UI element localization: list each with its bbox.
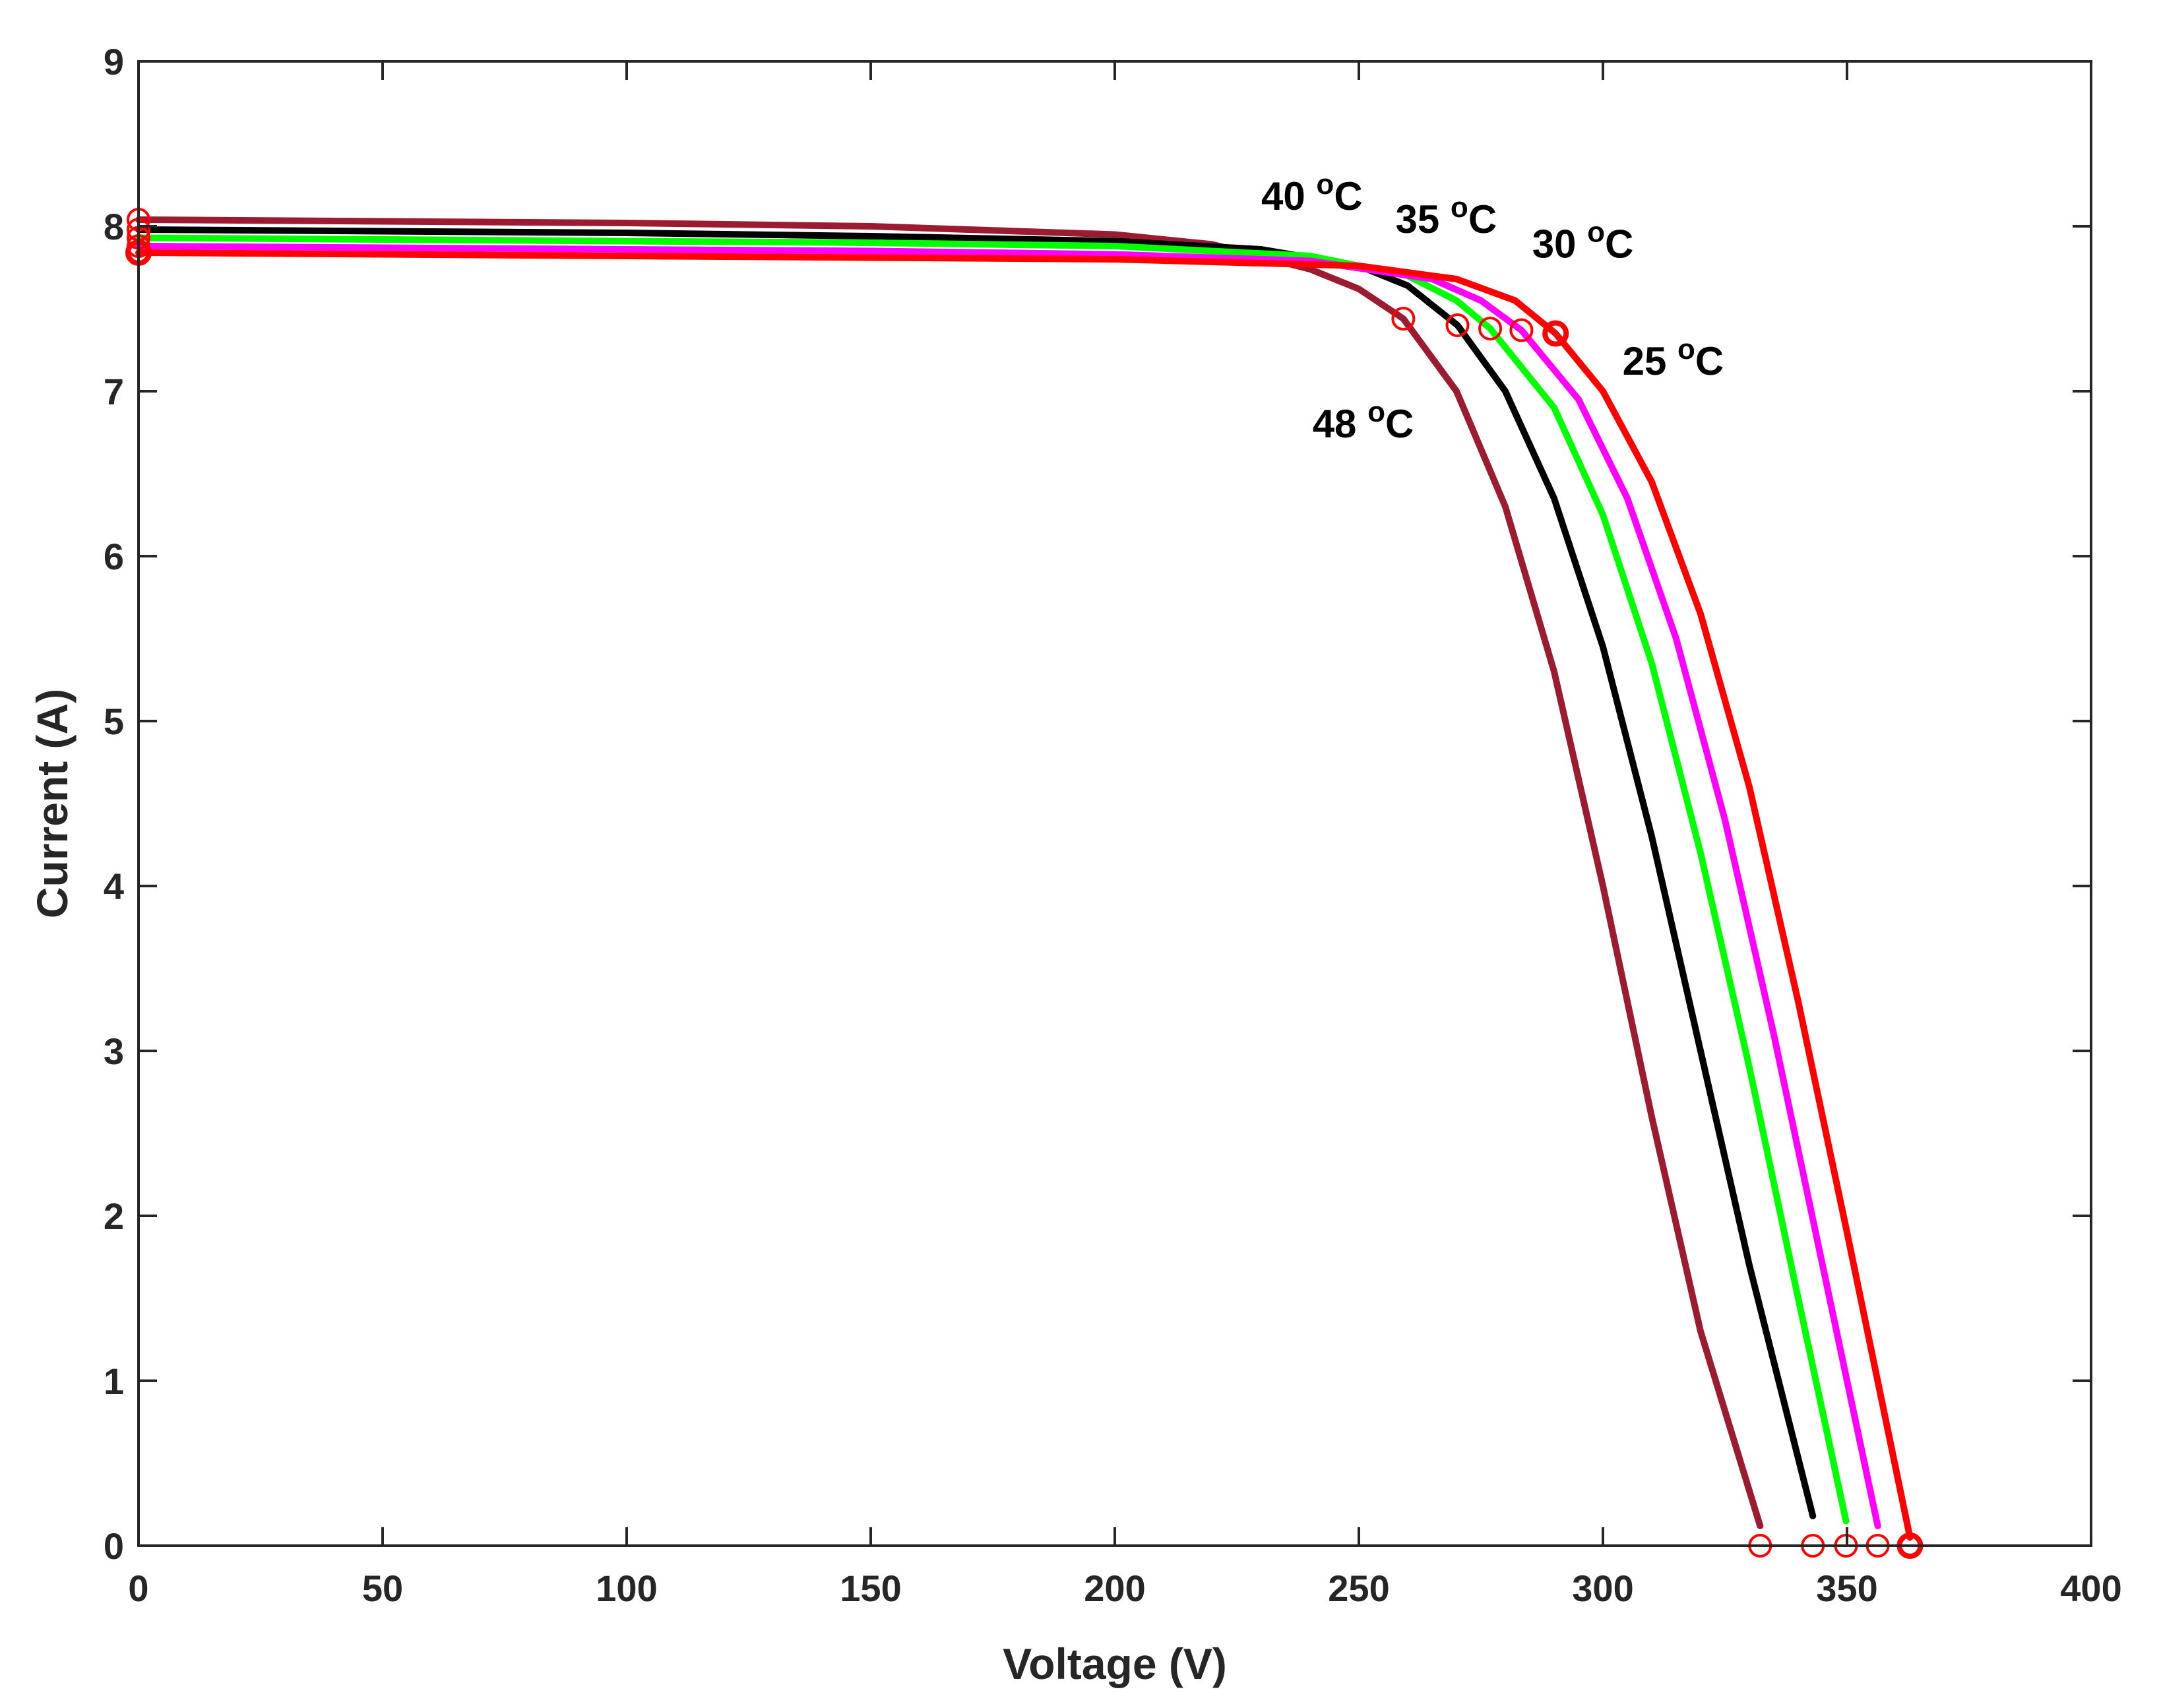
x-tick-label: 250 — [1328, 1567, 1389, 1609]
x-axis-title: Voltage (V) — [1003, 1639, 1227, 1688]
series-line — [135, 226, 1817, 1519]
temperature-annotation: 40 oC — [1261, 168, 1363, 218]
y-tick-label: 7 — [104, 371, 124, 412]
annotation-unit: C — [1385, 402, 1414, 446]
annotation-unit: C — [1334, 174, 1362, 218]
y-tick-label: 8 — [104, 206, 124, 247]
x-tick-label: 100 — [596, 1567, 657, 1609]
annotation-degree: o — [1451, 191, 1468, 224]
y-tick-label: 4 — [104, 866, 124, 907]
series-line — [135, 249, 1914, 1541]
x-tick-label: 400 — [2060, 1567, 2121, 1609]
annotation-unit: C — [1605, 222, 1633, 267]
y-tick-label: 9 — [104, 41, 124, 82]
temperature-annotation: 35 oC — [1396, 191, 1497, 241]
series-line — [135, 234, 1850, 1525]
series-layer — [135, 216, 1914, 1541]
annotation-value: 48 — [1313, 402, 1367, 446]
y-tick-label: 3 — [104, 1030, 124, 1072]
annotation-degree: o — [1316, 168, 1334, 201]
y-tick-label: 1 — [104, 1360, 124, 1402]
annotation-value: 25 — [1623, 339, 1677, 383]
mpp-marker — [1542, 320, 1569, 347]
temperature-annotation: 30 oC — [1532, 216, 1634, 267]
y-tick-label: 6 — [104, 536, 124, 577]
x-tick-label: 0 — [128, 1567, 148, 1609]
y-tick-label: 5 — [104, 701, 124, 742]
annotation-value: 30 — [1532, 222, 1587, 267]
annotation-unit: C — [1468, 197, 1497, 241]
y-tick-label: 2 — [104, 1195, 124, 1237]
mpp-marker — [1478, 317, 1503, 340]
annotation-degree: o — [1587, 216, 1605, 249]
annotation-degree: o — [1367, 396, 1385, 428]
mpp-marker — [1509, 318, 1534, 342]
tick-layer: 0 50 100 150 200 250 300 350 400 0 1 2 3 4 5 6 7 8 9 — [104, 41, 2122, 1609]
annotation-unit: C — [1695, 339, 1724, 383]
x-tick-label: 50 — [362, 1567, 403, 1609]
temperature-annotation: 25 oC — [1623, 333, 1724, 383]
series-line — [135, 243, 1881, 1529]
y-tick-label: 0 — [104, 1525, 124, 1567]
x-tick-label: 150 — [840, 1567, 901, 1609]
annotation-degree: o — [1677, 333, 1695, 365]
mpp-marker — [1391, 307, 1416, 331]
x-tick-label: 300 — [1572, 1567, 1633, 1609]
temperature-annotation: 48 oC — [1313, 396, 1414, 446]
series-line — [135, 216, 1764, 1529]
annotation-value: 40 — [1261, 174, 1316, 218]
x-tick-label: 350 — [1816, 1567, 1877, 1609]
annotation-value: 35 — [1396, 197, 1451, 241]
y-axis-title: Current (A) — [28, 689, 77, 918]
x-tick-label: 200 — [1084, 1567, 1145, 1609]
mpp-marker — [1445, 313, 1470, 337]
